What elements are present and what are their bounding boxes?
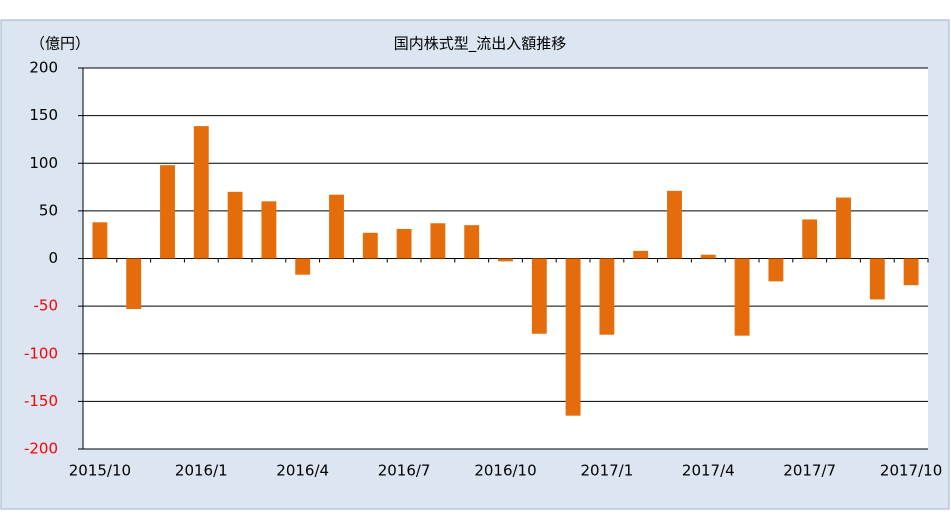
bar [869,258,885,300]
x-tick-label: 2017/7 [783,462,836,480]
bar [700,254,716,259]
bar [261,201,277,259]
x-tick-label: 2016/7 [378,462,431,480]
x-tick-label: 2016/1 [175,462,228,480]
x-tick-label: 2016/4 [276,462,329,480]
y-tick-label: -100 [24,344,58,362]
y-axis-label: （億円） [30,35,90,53]
x-tick-label: 2017/1 [581,462,634,480]
bar [836,197,851,259]
bar [430,223,446,259]
y-tick-label: -150 [24,392,58,410]
y-tick-label: 50 [39,201,58,219]
bar [160,165,175,259]
bar [362,232,378,259]
bar [599,258,615,335]
y-tick-label: -200 [24,440,58,458]
y-tick-label: -50 [34,297,59,315]
chart-title: 国内株式型_流出入額推移 [394,35,567,54]
y-tick-label: 0 [48,249,58,267]
bar [396,228,412,259]
x-tick-label: 2017/4 [682,462,735,480]
bar [464,225,480,259]
bar [498,258,513,262]
x-tick-label: 2017/10 [880,462,942,480]
y-tick-label: 100 [29,154,58,172]
bar [633,250,649,259]
bar [193,126,209,259]
bar [734,258,750,336]
x-tick-label: 2016/10 [474,462,536,480]
bar [903,258,919,286]
bar [126,258,142,309]
bar [667,190,682,259]
bar [768,258,784,282]
bar [92,222,108,259]
bar [295,258,311,275]
bar [329,194,344,259]
y-tick-label: 150 [29,106,58,124]
y-tick-label: 200 [29,59,58,77]
bar [565,258,581,416]
bar [531,258,547,334]
bar [227,191,243,259]
x-tick-label: 2015/10 [69,462,131,480]
bar [802,219,818,259]
